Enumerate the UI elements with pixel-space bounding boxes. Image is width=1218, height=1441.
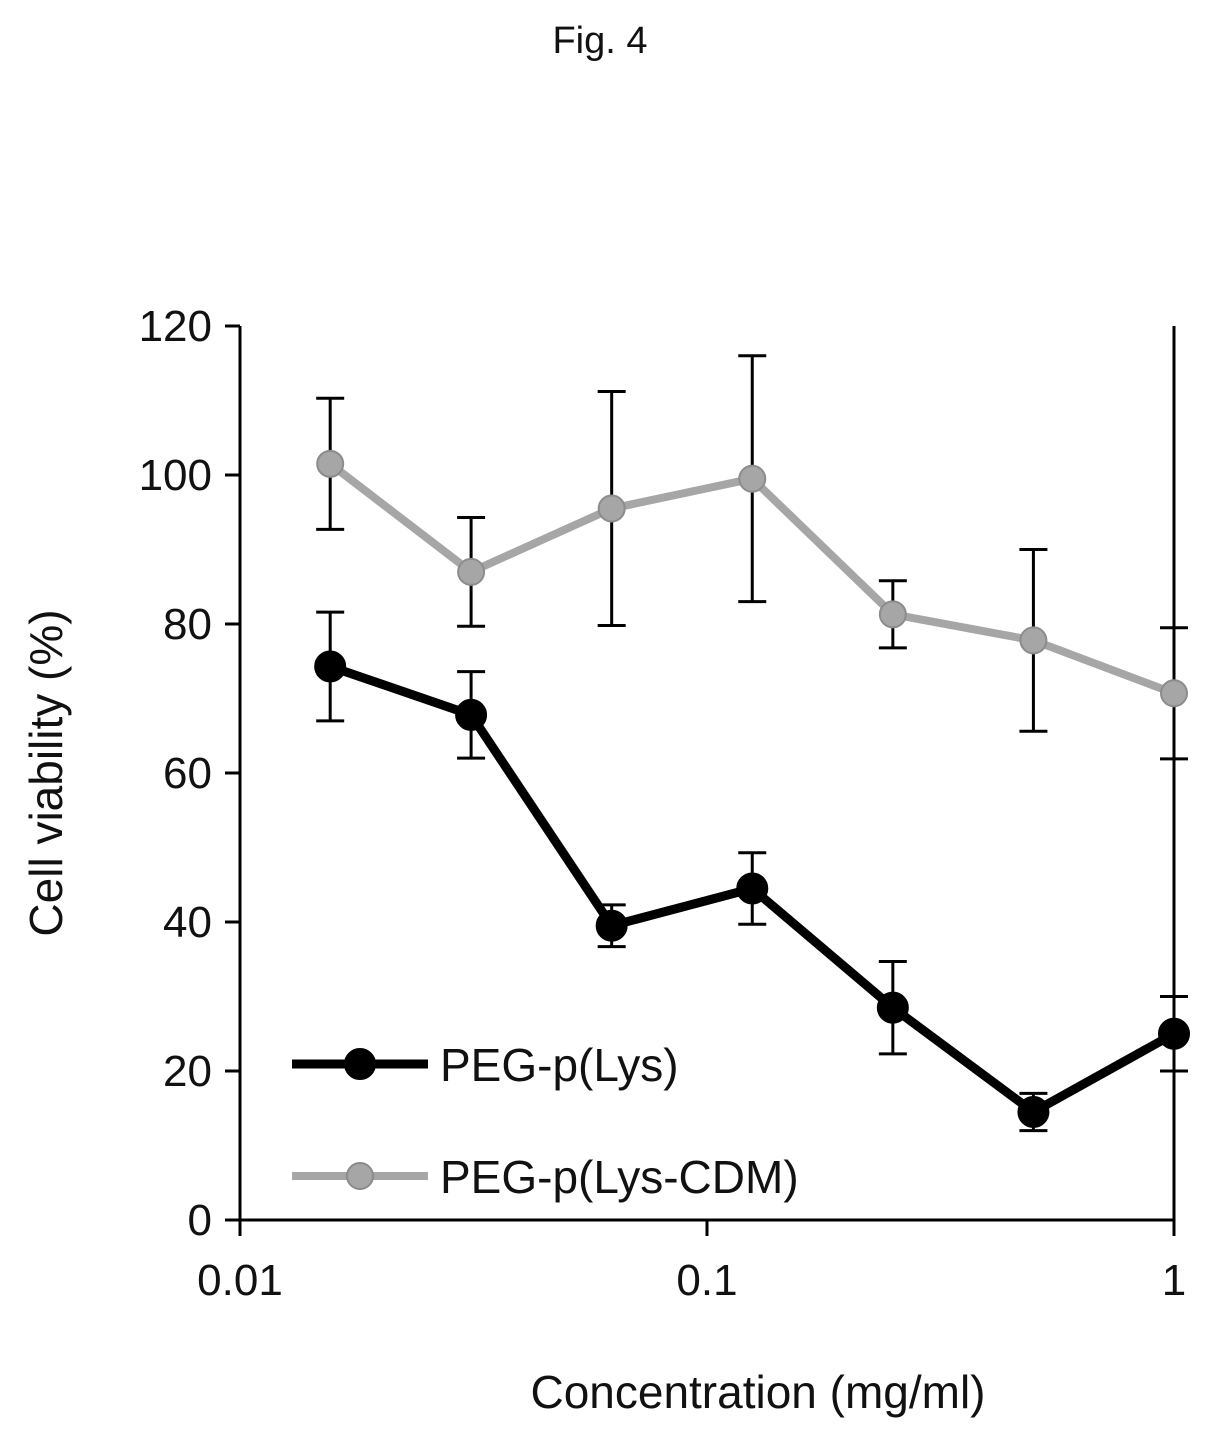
legend-label: PEG-p(Lys) xyxy=(440,1039,679,1091)
data-point xyxy=(1019,626,1048,655)
data-point xyxy=(314,650,347,683)
x-axis-title: Concentration (mg/ml) xyxy=(530,1366,985,1418)
data-point xyxy=(316,449,345,478)
y-tick-label: 120 xyxy=(139,302,212,351)
data-point xyxy=(1017,1095,1050,1128)
series-peg-plys xyxy=(314,610,1190,1133)
y-axis-title: Cell viability (%) xyxy=(20,609,72,936)
series-peg-plys-cdm xyxy=(316,354,1188,761)
y-tick-label: 80 xyxy=(163,600,212,649)
series-layer xyxy=(314,354,1190,1133)
legend-marker xyxy=(344,1048,376,1080)
data-point xyxy=(455,698,488,731)
x-tick-label: 0.1 xyxy=(676,1256,737,1305)
y-tick-label: 40 xyxy=(163,898,212,947)
legend: PEG-p(Lys) PEG-p(Lys-CDM) xyxy=(292,1039,799,1203)
y-tick-label: 60 xyxy=(163,749,212,798)
x-tick-label: 0.01 xyxy=(197,1256,283,1305)
x-axis-ticks: 0.01 0.1 1 xyxy=(197,1220,1186,1305)
legend-marker xyxy=(346,1162,374,1190)
data-point xyxy=(595,909,628,942)
data-point xyxy=(738,464,767,493)
data-point xyxy=(1158,1017,1190,1050)
y-axis-ticks: 0 20 40 60 80 100 120 xyxy=(139,302,240,1245)
y-tick-label: 100 xyxy=(139,451,212,500)
data-point xyxy=(457,557,486,586)
y-tick-label: 0 xyxy=(188,1196,212,1245)
data-point xyxy=(876,991,909,1024)
figure-label: Fig. 4 xyxy=(552,20,647,62)
data-point xyxy=(878,600,907,629)
y-tick-label: 20 xyxy=(163,1047,212,1096)
data-point xyxy=(1160,679,1188,708)
data-point xyxy=(736,872,769,905)
plot-area xyxy=(238,326,1176,1222)
x-tick-label: 1 xyxy=(1162,1256,1186,1305)
legend-label: PEG-p(Lys-CDM) xyxy=(440,1151,799,1203)
data-point xyxy=(597,494,626,523)
